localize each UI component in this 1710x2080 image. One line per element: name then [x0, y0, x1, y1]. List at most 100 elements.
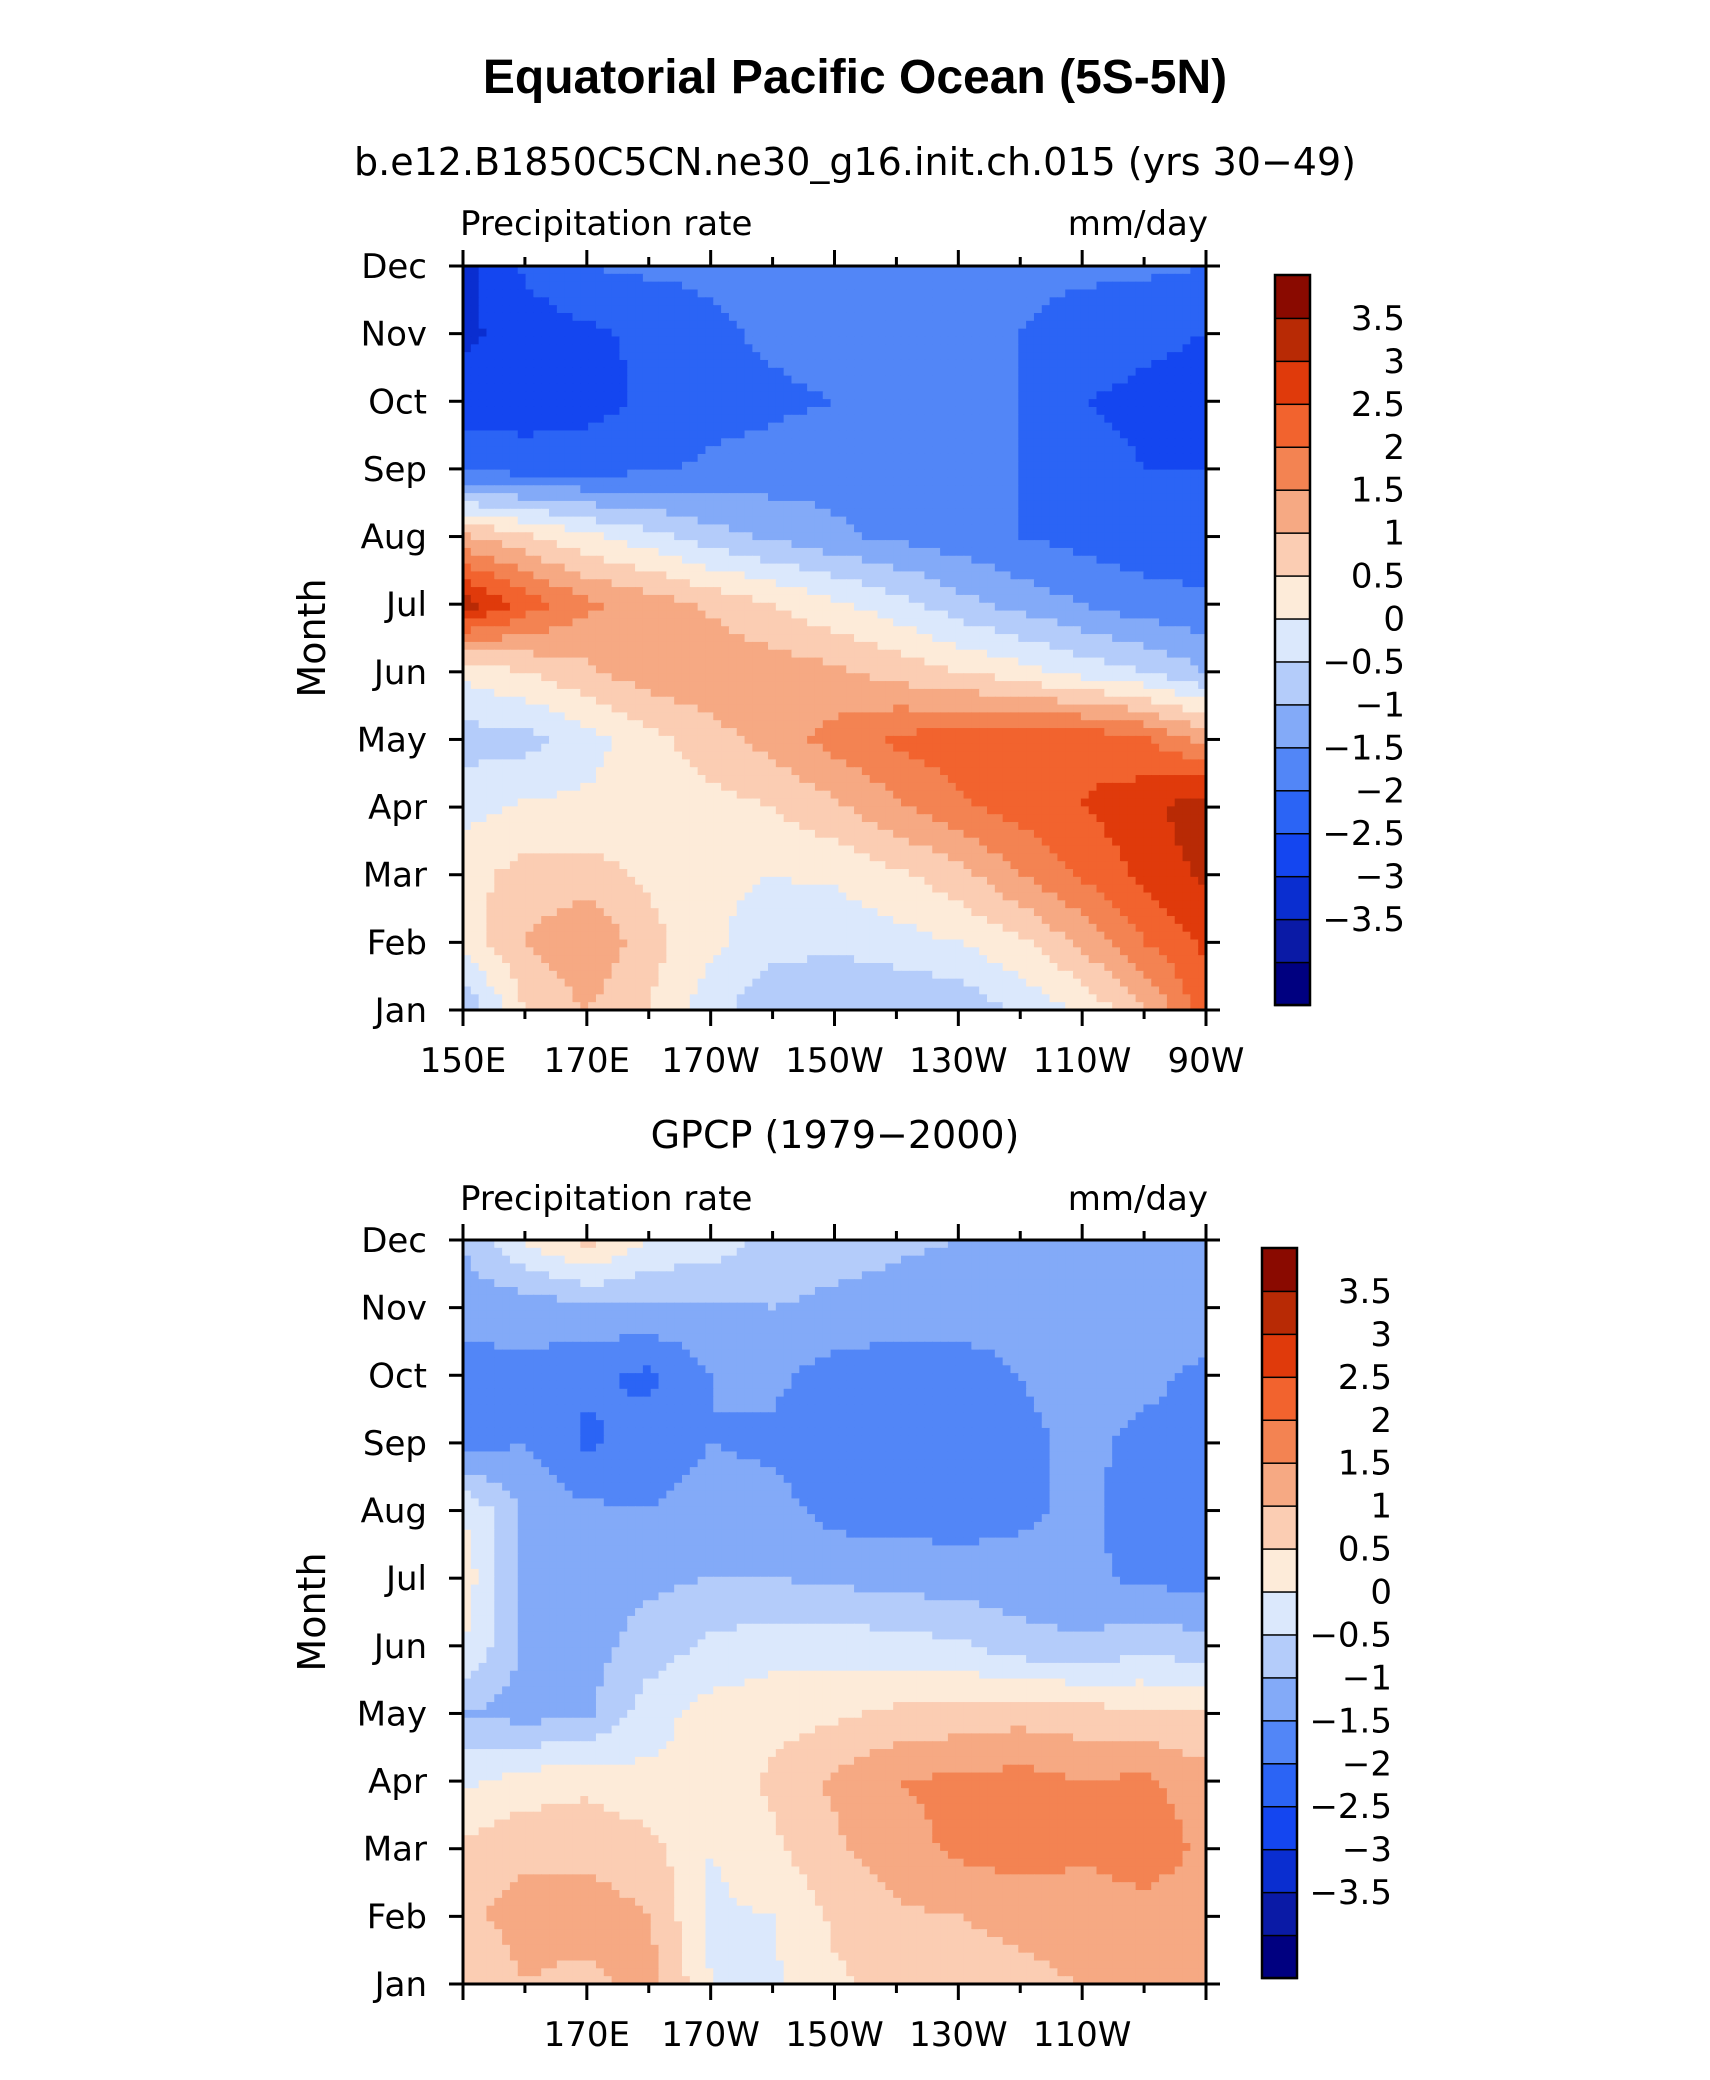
field-cell: [697, 594, 707, 604]
field-cell: [1057, 453, 1066, 463]
field-cell: [697, 477, 707, 486]
field-cell: [635, 344, 644, 353]
field-cell: [760, 312, 769, 322]
field-cell: [1096, 618, 1106, 627]
field-cell: [635, 626, 644, 635]
field-cell: [1127, 336, 1137, 346]
field-cell: [549, 422, 558, 432]
field-cell: [1174, 352, 1184, 361]
field-cell: [1135, 508, 1145, 518]
field-cell: [1057, 477, 1066, 486]
field-cell: [807, 673, 816, 682]
field-cell: [1010, 594, 1019, 604]
field-cell: [681, 618, 691, 627]
field-cell: [916, 375, 926, 385]
field-cell: [822, 547, 832, 557]
field-cell: [791, 375, 800, 385]
field-cell: [854, 657, 863, 667]
field-cell: [838, 524, 847, 533]
field-cell: [611, 344, 621, 353]
field-cell: [1182, 649, 1192, 659]
field-cell: [1143, 508, 1152, 518]
field-cell: [611, 453, 621, 463]
field-cell: [1119, 610, 1129, 620]
field-cell: [611, 406, 621, 416]
field-cell: [768, 312, 777, 322]
field-cell: [463, 594, 472, 604]
field-cell: [807, 657, 816, 667]
field-cell: [963, 399, 973, 408]
field-cell: [603, 618, 613, 627]
field-cell: [674, 516, 683, 526]
field-cell: [940, 414, 949, 424]
field-cell: [619, 610, 628, 620]
field-cell: [564, 336, 574, 346]
field-cell: [1065, 524, 1074, 533]
field-cell: [916, 649, 926, 659]
field-cell: [666, 594, 675, 604]
field-cell: [478, 453, 488, 463]
field-cell: [517, 493, 527, 502]
field-cell: [838, 579, 847, 588]
field-cell: [1198, 375, 1206, 385]
field-cell: [1182, 328, 1192, 338]
field-cell: [1010, 289, 1019, 299]
field-cell: [470, 532, 480, 541]
field-cell: [1033, 422, 1043, 432]
field-cell: [869, 446, 879, 455]
field-cell: [650, 469, 660, 479]
field-cell: [564, 453, 574, 463]
field-cell: [963, 289, 973, 299]
field-cell: [924, 406, 933, 416]
field-cell: [666, 532, 675, 541]
field-cell: [861, 493, 871, 502]
field-cell: [924, 359, 933, 369]
field-cell: [463, 587, 472, 596]
field-cell: [752, 281, 761, 291]
field-cell: [713, 477, 722, 486]
field-cell: [744, 352, 754, 361]
field-cell: [1049, 641, 1059, 651]
field-cell: [1190, 602, 1199, 612]
field-cell: [674, 297, 683, 306]
field-cell: [611, 352, 621, 361]
field-cell: [1080, 571, 1090, 580]
field-cell: [893, 305, 902, 314]
field-cell: [580, 446, 589, 455]
field-cell: [822, 571, 832, 580]
field-cell: [877, 594, 887, 604]
field-cell: [611, 438, 621, 447]
field-cell: [572, 602, 582, 612]
field-cell: [1143, 634, 1152, 643]
field-cell: [533, 320, 542, 330]
field-cell: [486, 320, 495, 330]
field-cell: [580, 281, 589, 291]
field-cell: [1166, 508, 1176, 518]
field-cell: [830, 297, 840, 306]
field-cell: [744, 266, 754, 275]
field-cell: [799, 602, 808, 612]
field-cell: [1119, 485, 1129, 494]
field-cell: [603, 493, 613, 502]
field-cell: [1119, 532, 1129, 541]
field-cell: [611, 587, 621, 596]
field-cell: [509, 414, 519, 424]
field-cell: [595, 422, 605, 432]
field-cell: [1073, 610, 1082, 620]
field-cell: [1073, 359, 1082, 369]
field-cell: [885, 273, 894, 283]
field-cell: [1096, 641, 1106, 651]
field-cell: [728, 430, 738, 439]
field-cell: [1143, 359, 1152, 369]
field-cell: [1033, 626, 1043, 635]
field-cell: [791, 516, 800, 526]
field-cell: [1033, 344, 1043, 353]
field-cell: [463, 618, 472, 627]
field-cell: [940, 634, 949, 643]
field-cell: [744, 438, 754, 447]
field-cell: [580, 587, 589, 596]
field-cell: [533, 399, 542, 408]
field-cell: [916, 289, 926, 299]
field-cell: [705, 571, 714, 580]
field-cell: [697, 665, 707, 674]
